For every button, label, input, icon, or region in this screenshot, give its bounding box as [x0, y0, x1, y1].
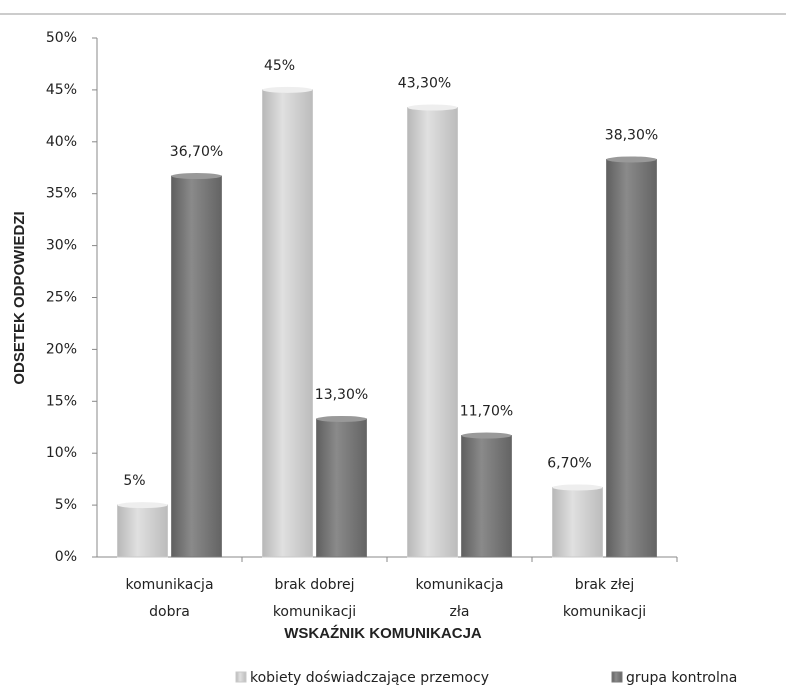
legend-swatch — [611, 671, 623, 683]
y-tick-label: 25% — [46, 290, 77, 306]
bar-top — [262, 86, 313, 93]
x-tick-label: komunikacji — [563, 604, 646, 620]
y-tick-label: 15% — [46, 393, 77, 409]
y-tick-label: 10% — [46, 445, 77, 461]
bar-top — [171, 173, 222, 180]
legend-label: grupa kontrolna — [626, 670, 737, 686]
bar — [262, 89, 313, 558]
bar — [606, 158, 657, 558]
value-label: 38,30% — [605, 127, 658, 143]
bar-top — [316, 415, 367, 422]
x-tick-label: komunikacji — [273, 604, 356, 620]
x-tick-label: dobra — [149, 604, 190, 620]
bar — [407, 107, 458, 558]
y-tick-label: 20% — [46, 341, 77, 357]
bar — [117, 504, 168, 558]
bar — [552, 486, 603, 558]
bar — [316, 418, 367, 558]
value-label: 43,30% — [398, 76, 451, 92]
bar-top — [407, 104, 458, 111]
value-label: 45% — [264, 58, 295, 74]
y-tick-label: 0% — [55, 549, 77, 565]
y-axis-title: ODSETEK ODPOWIEDZI — [11, 211, 28, 384]
bar-top — [552, 484, 603, 491]
y-tick-label: 30% — [46, 238, 77, 254]
bar — [171, 175, 222, 558]
value-label: 6,70% — [547, 455, 591, 471]
bar — [461, 435, 512, 558]
bar-top — [606, 156, 657, 163]
bar-top — [117, 502, 168, 509]
x-tick-label: komunikacja — [415, 577, 503, 593]
y-tick-label: 35% — [46, 186, 77, 202]
legend-label: kobiety doświadczające przemocy — [250, 670, 489, 686]
value-label: 13,30% — [315, 387, 368, 403]
x-axis-title: WSKAŹNIK KOMUNIKACJA — [284, 625, 482, 642]
y-tick-label: 40% — [46, 134, 77, 150]
x-tick-label: komunikacja — [125, 577, 213, 593]
x-tick-label: brak złej — [575, 577, 635, 593]
bar-top — [461, 432, 512, 439]
value-label: 36,70% — [170, 144, 223, 160]
y-tick-label: 45% — [46, 82, 77, 98]
y-tick-label: 50% — [46, 30, 77, 46]
y-tick-label: 5% — [55, 497, 77, 513]
x-tick-label: brak dobrej — [274, 577, 354, 593]
legend-swatch — [235, 671, 247, 683]
value-label: 5% — [123, 473, 145, 489]
x-tick-label: zła — [450, 604, 470, 620]
value-label: 11,70% — [460, 404, 513, 420]
